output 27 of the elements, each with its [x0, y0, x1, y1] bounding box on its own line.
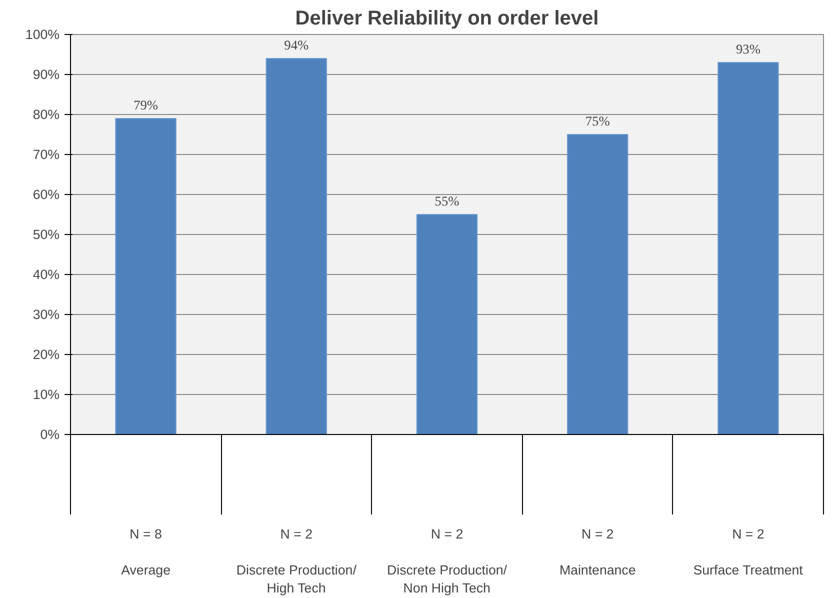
- bar: [115, 118, 176, 434]
- y-tick-label: 20%: [32, 347, 60, 362]
- y-tick-label: 30%: [32, 307, 60, 322]
- y-tick-label: 50%: [32, 227, 60, 242]
- bar: [266, 58, 328, 434]
- y-tick-label: 40%: [32, 267, 60, 282]
- y-tick-label: 10%: [32, 387, 60, 402]
- bar: [718, 62, 779, 434]
- y-tick-label: 60%: [32, 187, 60, 202]
- data-label: 93%: [736, 42, 760, 56]
- chart-title: Deliver Reliability on order level: [295, 8, 599, 30]
- category-label: N = 2 Surface Treatment: [693, 526, 803, 578]
- y-tick-label: 70%: [32, 147, 60, 162]
- category-label: N = 2 Discrete Production/ High Tech: [236, 526, 356, 596]
- category-label: N = 2 Discrete Production/ Non High Tech: [386, 526, 508, 596]
- data-label: 55%: [434, 194, 460, 208]
- data-label: 75%: [585, 114, 610, 128]
- bar: [566, 134, 628, 434]
- data-label: 79%: [134, 98, 158, 112]
- bar: [416, 214, 478, 434]
- y-tick-label: 80%: [32, 107, 60, 122]
- category-label: N = 8 Average: [121, 526, 171, 578]
- y-tick-label: 0%: [40, 427, 60, 442]
- category-label: N = 2 Maintenance: [559, 526, 636, 578]
- data-label: 94%: [284, 38, 309, 52]
- y-tick-label: 90%: [32, 67, 60, 82]
- y-tick-label: 100%: [25, 27, 60, 42]
